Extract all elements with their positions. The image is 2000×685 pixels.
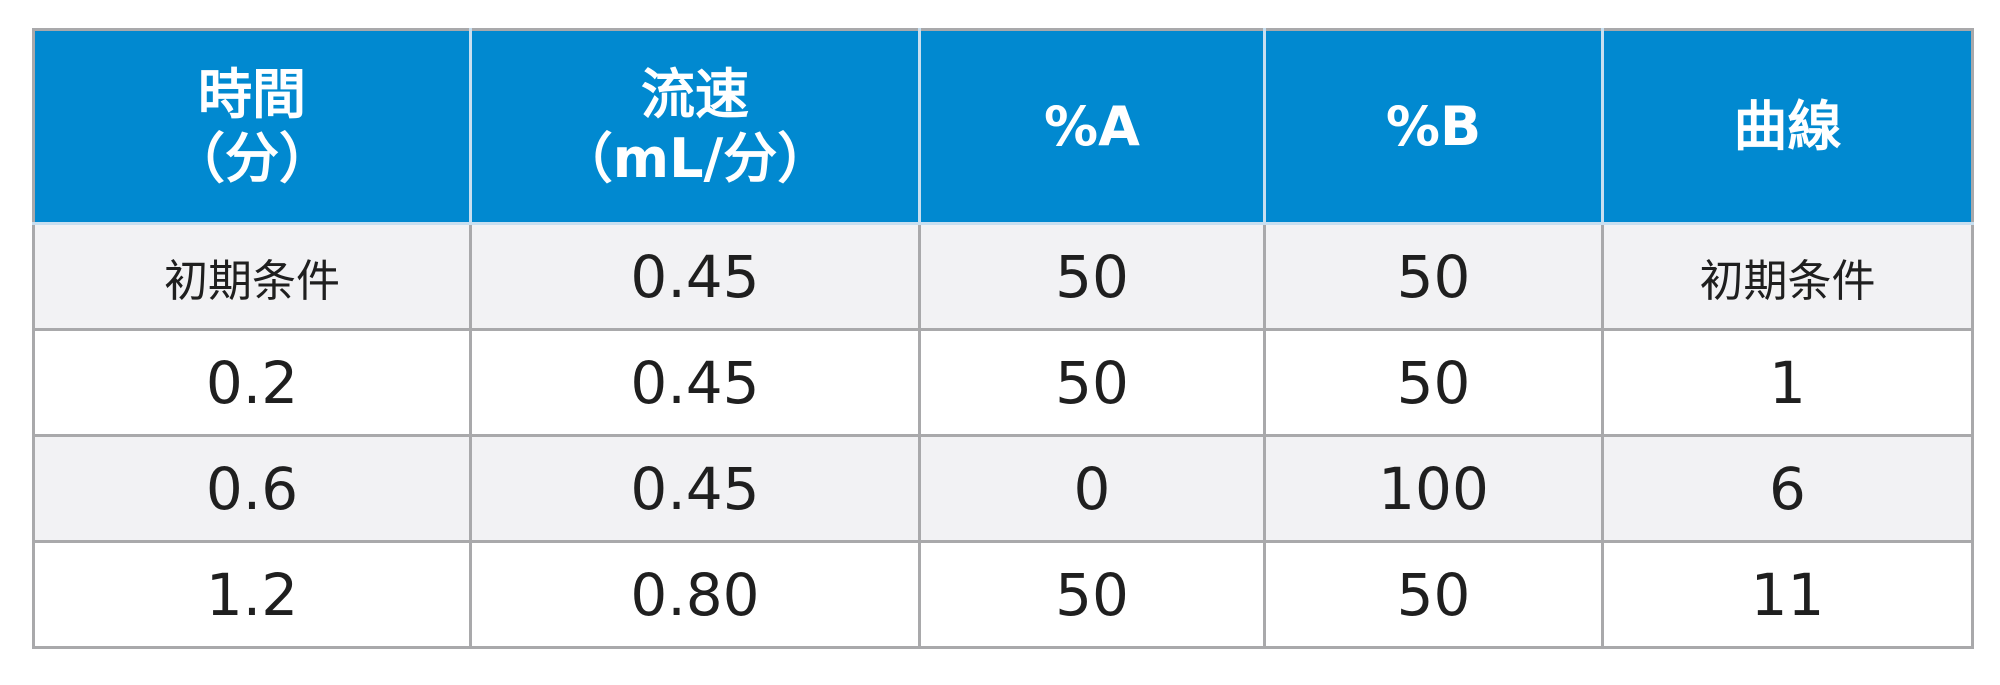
table-cell: 1 [1601, 328, 1974, 437]
table-row: 0.6 0.45 0 100 6 [32, 434, 1974, 543]
header-cell: %A [918, 28, 1266, 225]
table-cell: 0.45 [469, 222, 921, 331]
table-cell: 0.80 [469, 540, 921, 649]
header-cell: 流速 （mL/分） [469, 28, 921, 225]
header-cell: 時間 （分） [32, 28, 472, 225]
table-body: 初期条件 0.45 50 50 初期条件 0.2 0.45 50 50 1 0.6 0.45 0 100 6… [32, 222, 1974, 649]
table-cell: 50 [918, 540, 1266, 649]
table-cell: 1.2 [32, 540, 472, 649]
table-cell: 6 [1601, 434, 1974, 543]
table-cell: 50 [1263, 540, 1604, 649]
table-row: 0.2 0.45 50 50 1 [32, 328, 1974, 437]
header-row: 時間 （分） 流速 （mL/分） %A %B 曲線 [32, 28, 1974, 225]
table-row: 初期条件 0.45 50 50 初期条件 [32, 222, 1974, 331]
gradient-table: 時間 （分） 流速 （mL/分） %A %B 曲線 初期条件 0.45 50 50 初期条件 0.2 0… [32, 28, 1974, 649]
table-cell: 50 [1263, 222, 1604, 331]
table-cell: 初期条件 [1601, 222, 1974, 331]
table-cell: 0.45 [469, 434, 921, 543]
table-row: 1.2 0.80 50 50 11 [32, 540, 1974, 649]
header-text: （分） [171, 126, 333, 190]
header-text: %B [1385, 94, 1482, 158]
table-cell: 50 [918, 328, 1266, 437]
table-cell: 0 [918, 434, 1266, 543]
table-cell: 0.6 [32, 434, 472, 543]
header-cell: %B [1263, 28, 1604, 225]
header-cell: 曲線 [1601, 28, 1974, 225]
table-cell: 11 [1601, 540, 1974, 649]
table-cell: 初期条件 [32, 222, 472, 331]
header-text: 時間 [198, 62, 306, 126]
header-text: %A [1044, 94, 1140, 158]
header-text: 曲線 [1733, 94, 1842, 158]
header-text: （mL/分） [558, 126, 832, 190]
table-cell: 0.2 [32, 328, 472, 437]
table-cell: 50 [918, 222, 1266, 331]
table-cell: 50 [1263, 328, 1604, 437]
table-cell: 100 [1263, 434, 1604, 543]
header-text: 流速 [641, 62, 749, 126]
table-cell: 0.45 [469, 328, 921, 437]
